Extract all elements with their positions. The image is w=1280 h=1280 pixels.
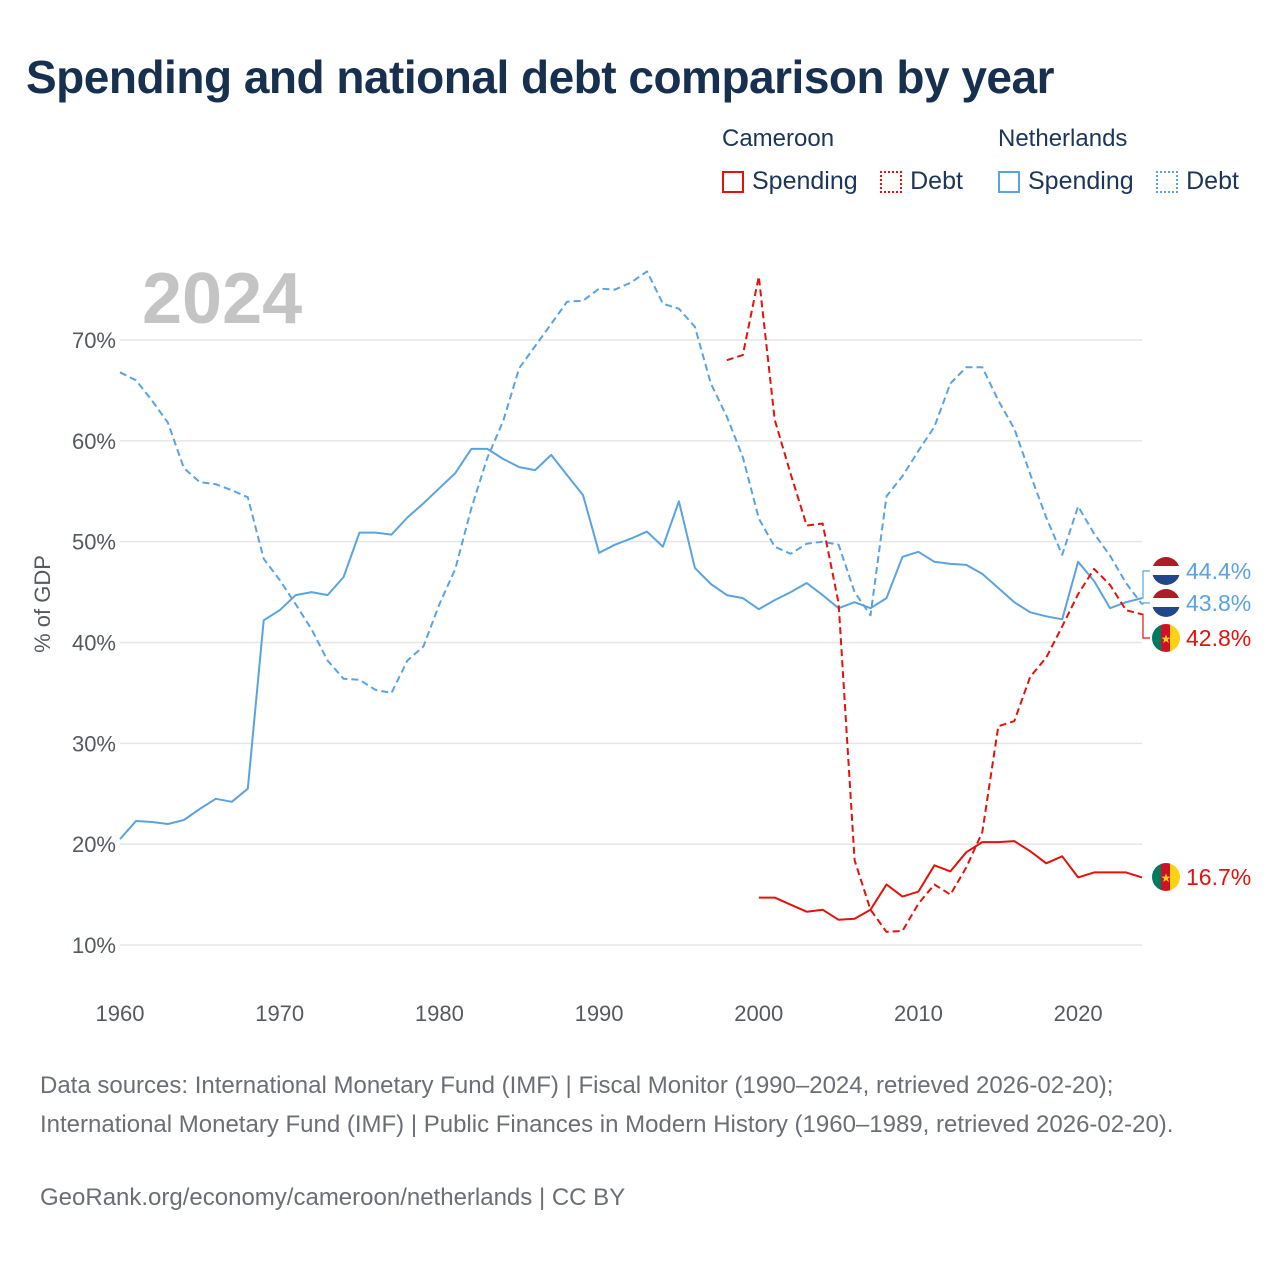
y-tick-label: 40% bbox=[72, 631, 116, 656]
legend-label: Spending bbox=[1028, 167, 1134, 195]
solid-line-swatch-icon bbox=[998, 170, 1020, 193]
end-label-netherlands-spending: 44.4% bbox=[1186, 558, 1251, 584]
legend-group-cameroon: Cameroon Spending Debt bbox=[722, 125, 981, 198]
legend-label: Debt bbox=[910, 167, 963, 195]
svg-text:★: ★ bbox=[1161, 632, 1172, 646]
end-label-connector bbox=[1142, 602, 1150, 605]
x-tick-label: 1960 bbox=[96, 1001, 145, 1026]
x-tick-label: 1990 bbox=[575, 1001, 624, 1026]
legend-item-cameroon-debt[interactable]: Debt bbox=[880, 167, 963, 196]
x-tick-label: 2010 bbox=[894, 1001, 943, 1026]
y-tick-label: 60% bbox=[72, 429, 116, 454]
year-watermark: 2024 bbox=[142, 259, 302, 339]
y-axis-label: % of GDP bbox=[30, 555, 55, 653]
legend-item-cameroon-spending[interactable]: Spending bbox=[722, 167, 858, 196]
netherlands-flag-icon bbox=[1152, 557, 1180, 585]
end-label-netherlands-debt: 43.8% bbox=[1186, 590, 1251, 616]
series-line-cameroon-debt[interactable] bbox=[726, 275, 1143, 933]
cameroon-flag-icon: ★ bbox=[1152, 624, 1180, 652]
y-tick-label: 30% bbox=[72, 731, 116, 756]
legend-group-name: Netherlands bbox=[998, 125, 1128, 152]
dotted-line-swatch-icon bbox=[880, 170, 903, 193]
series-line-cameroon-spending[interactable] bbox=[758, 840, 1143, 921]
chart-title: Spending and national debt comparison by… bbox=[26, 51, 1055, 103]
legend-label: Debt bbox=[1186, 167, 1239, 195]
legend-group-name: Cameroon bbox=[722, 125, 835, 152]
end-label-connector bbox=[1142, 570, 1150, 599]
y-tick-label: 20% bbox=[72, 832, 116, 857]
x-tick-label: 2000 bbox=[734, 1001, 783, 1026]
netherlands-flag-icon bbox=[1152, 589, 1180, 617]
y-tick-label: 50% bbox=[72, 530, 116, 555]
legend-item-netherlands-debt[interactable]: Debt bbox=[1156, 167, 1239, 196]
dotted-line-swatch-icon bbox=[1156, 170, 1179, 193]
x-tick-label: 2020 bbox=[1054, 1001, 1103, 1026]
credit-link[interactable]: GeoRank.org/economy/cameroon/netherlands… bbox=[40, 1184, 626, 1211]
legend-item-netherlands-spending[interactable]: Spending bbox=[998, 167, 1134, 196]
series-line-netherlands-debt[interactable] bbox=[119, 270, 1143, 694]
end-label-cameroon-debt: 42.8% bbox=[1186, 625, 1251, 651]
x-tick-label: 1970 bbox=[255, 1001, 304, 1026]
end-label-cameroon-spending: 16.7% bbox=[1186, 864, 1251, 890]
end-label-connector bbox=[1142, 613, 1150, 639]
cameroon-flag-icon: ★ bbox=[1152, 863, 1180, 891]
line-chart: 2024 % of GDP 10% 20% 30% 40% 50% 60% 70% 1960… bbox=[30, 259, 1251, 1026]
legend-label: Spending bbox=[752, 167, 858, 195]
solid-line-swatch-icon bbox=[722, 170, 744, 193]
legend-group-netherlands: Netherlands Spending Debt bbox=[998, 125, 1239, 198]
y-tick-label: 70% bbox=[72, 328, 116, 353]
y-tick-label: 10% bbox=[72, 933, 116, 958]
series-line-netherlands-spending[interactable] bbox=[119, 447, 1143, 840]
svg-text:★: ★ bbox=[1161, 871, 1172, 885]
data-sources: Data sources: International Monetary Fun… bbox=[40, 1072, 1174, 1138]
x-tick-label: 1980 bbox=[415, 1001, 464, 1026]
